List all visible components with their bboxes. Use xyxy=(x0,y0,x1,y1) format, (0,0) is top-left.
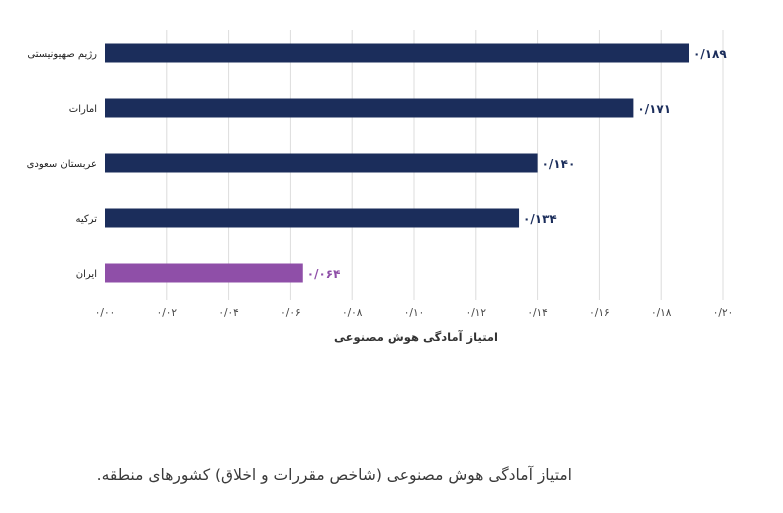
data-label: ۰/۰۶۴ xyxy=(307,267,341,281)
bar xyxy=(105,98,634,118)
data-label: ۰/۱۸۹ xyxy=(693,47,727,61)
category-label: ترکیه xyxy=(76,214,98,225)
x-tick-label: ۰/۱۸ xyxy=(651,307,672,319)
value-labels: ۰/۱۸۹ ۰/۱۷۱ ۰/۱۴۰ ۰/۱۳۴ ۰/۰۶۴ xyxy=(307,47,728,281)
bar xyxy=(105,263,303,283)
x-tick-label: ۰/۲۰ xyxy=(713,307,733,319)
x-tick-label: ۰/۰۸ xyxy=(342,307,363,319)
data-label: ۰/۱۷۱ xyxy=(637,102,671,116)
x-axis-ticks: ۰/۰۰ ۰/۰۲ ۰/۰۴ ۰/۰۶ ۰/۰۸ ۰/۱۰ ۰/۱۲ ۰/۱۴ ۰/۱۶ ۰/۱۸… xyxy=(95,307,733,319)
x-axis-title: امتیاز آمادگی هوش مصنوعی xyxy=(334,330,498,345)
x-tick-label: ۰/۱۴ xyxy=(527,307,547,319)
category-labels: رژیم صهیونیستی امارات عربستان سعودی ترکیه ای… xyxy=(27,49,98,280)
x-tick-label: ۰/۰۰ xyxy=(95,307,115,319)
data-label: ۰/۱۳۴ xyxy=(523,212,557,226)
bar xyxy=(105,153,538,173)
x-tick-label: ۰/۰۶ xyxy=(280,307,300,319)
category-label: رژیم صهیونیستی xyxy=(27,49,97,60)
bar xyxy=(105,208,520,228)
figure-caption: امتیاز آمادگی هوش مصنوعی (شاخص مقررات و … xyxy=(96,466,572,484)
x-tick-label: ۰/۱۶ xyxy=(589,307,609,319)
bar xyxy=(105,43,690,63)
x-tick-label: ۰/۱۲ xyxy=(466,307,487,319)
category-label: ایران xyxy=(76,269,97,280)
category-label: امارات xyxy=(69,104,97,115)
data-label: ۰/۱۴۰ xyxy=(542,157,576,171)
x-tick-label: ۰/۰۴ xyxy=(218,307,238,319)
x-tick-label: ۰/۰۲ xyxy=(157,307,178,319)
x-tick-label: ۰/۱۰ xyxy=(404,307,424,319)
bars xyxy=(105,43,690,283)
category-label: عربستان سعودی xyxy=(27,159,97,170)
